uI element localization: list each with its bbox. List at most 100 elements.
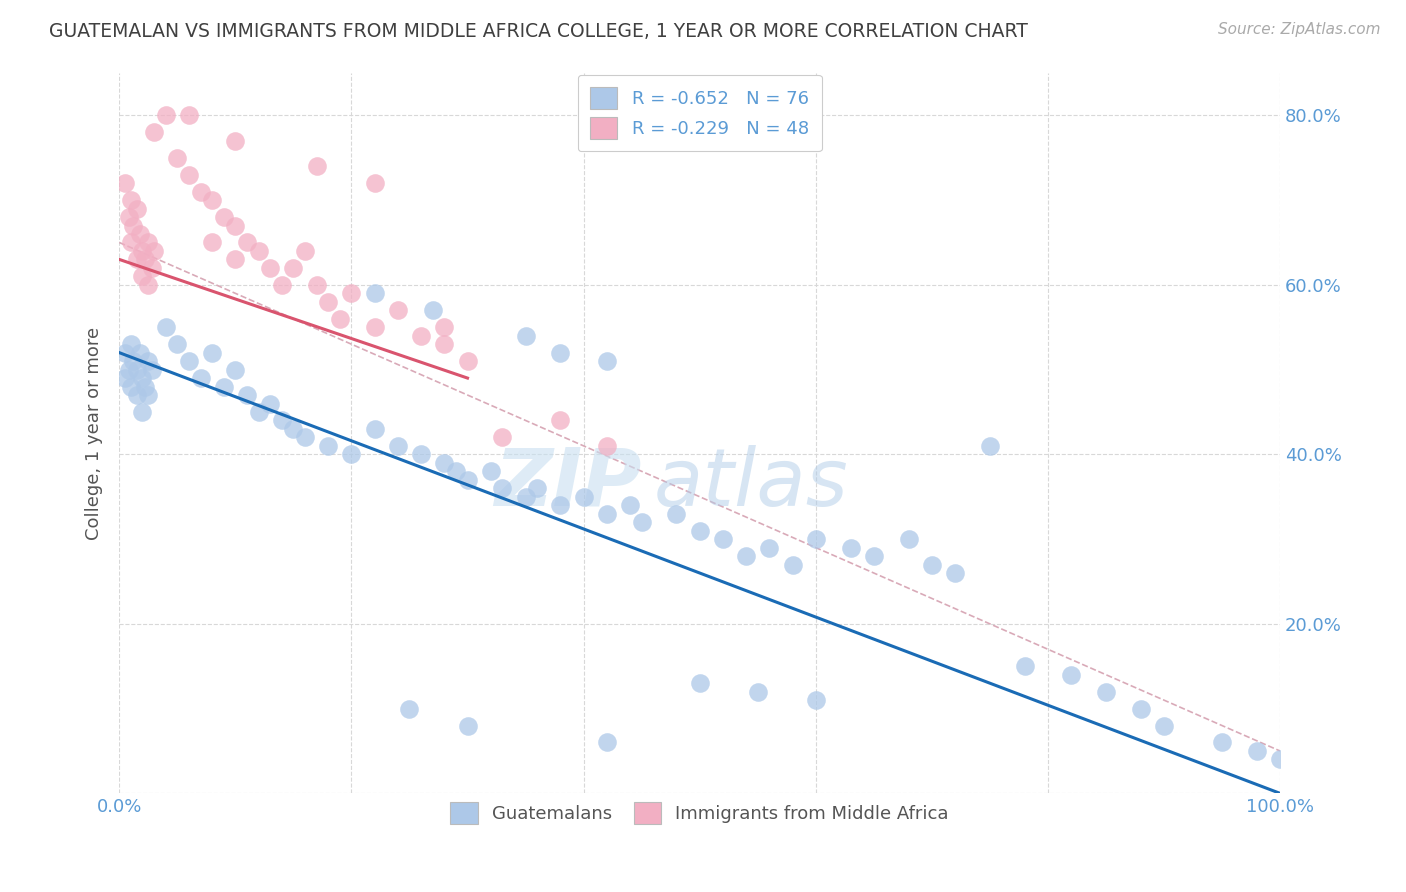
Point [212, 379, 235, 393]
Point [1014, 659, 1036, 673]
Point [259, 260, 281, 275]
Point [422, 303, 444, 318]
Point [862, 549, 884, 563]
Point [839, 541, 862, 555]
Point [747, 684, 769, 698]
Point [117, 210, 139, 224]
Point [387, 303, 409, 318]
Point [259, 396, 281, 410]
Point [711, 532, 734, 546]
Point [190, 371, 212, 385]
Point [166, 151, 188, 165]
Point [190, 185, 212, 199]
Point [125, 362, 148, 376]
Point [433, 337, 456, 351]
Point [457, 718, 479, 732]
Point [1095, 684, 1118, 698]
Point [363, 286, 385, 301]
Point [114, 345, 136, 359]
Point [177, 168, 200, 182]
Point [596, 439, 619, 453]
Point [283, 260, 305, 275]
Point [125, 388, 148, 402]
Point [979, 439, 1001, 453]
Point [782, 558, 804, 572]
Point [409, 447, 432, 461]
Point [596, 735, 619, 749]
Point [387, 439, 409, 453]
Point [689, 676, 711, 690]
Point [316, 294, 339, 309]
Point [270, 277, 292, 292]
Point [363, 422, 385, 436]
Point [136, 235, 159, 250]
Point [131, 371, 153, 385]
Point [340, 447, 363, 461]
Point [398, 701, 420, 715]
Point [665, 507, 688, 521]
Point [1211, 735, 1233, 749]
Point [1268, 752, 1291, 766]
Point [120, 379, 142, 393]
Point [515, 328, 537, 343]
Point [550, 345, 572, 359]
Point [943, 566, 966, 580]
Point [122, 354, 145, 368]
Point [114, 176, 136, 190]
Point [125, 252, 148, 267]
Point [224, 362, 246, 376]
Point [136, 277, 159, 292]
Point [526, 481, 548, 495]
Point [596, 507, 619, 521]
Point [897, 532, 920, 546]
Point [457, 354, 479, 368]
Point [457, 473, 479, 487]
Point [804, 693, 827, 707]
Point [294, 430, 316, 444]
Point [201, 235, 224, 250]
Point [305, 159, 328, 173]
Point [177, 108, 200, 122]
Point [247, 244, 270, 258]
Y-axis label: College, 1 year or more: College, 1 year or more [86, 326, 103, 540]
Point [491, 430, 513, 444]
Point [1060, 667, 1083, 681]
Point [294, 244, 316, 258]
Point [363, 176, 385, 190]
Text: atlas: atlas [654, 444, 848, 523]
Point [136, 388, 159, 402]
Point [1129, 701, 1152, 715]
Point [735, 549, 758, 563]
Point [340, 286, 363, 301]
Point [363, 320, 385, 334]
Point [141, 362, 163, 376]
Point [550, 413, 572, 427]
Point [134, 252, 156, 267]
Point [316, 439, 339, 453]
Point [305, 277, 328, 292]
Point [224, 252, 246, 267]
Point [224, 219, 246, 233]
Point [155, 108, 177, 122]
Point [283, 422, 305, 436]
Point [804, 532, 827, 546]
Point [143, 125, 166, 139]
Point [131, 405, 153, 419]
Point [114, 371, 136, 385]
Point [177, 354, 200, 368]
Point [136, 354, 159, 368]
Point [630, 515, 652, 529]
Point [270, 413, 292, 427]
Point [247, 405, 270, 419]
Point [758, 541, 780, 555]
Point [122, 219, 145, 233]
Point [479, 464, 502, 478]
Point [120, 193, 142, 207]
Point [572, 490, 595, 504]
Point [129, 345, 152, 359]
Point [224, 134, 246, 148]
Text: GUATEMALAN VS IMMIGRANTS FROM MIDDLE AFRICA COLLEGE, 1 YEAR OR MORE CORRELATION : GUATEMALAN VS IMMIGRANTS FROM MIDDLE AFR… [49, 22, 1028, 41]
Point [689, 524, 711, 538]
Point [596, 354, 619, 368]
Point [236, 388, 259, 402]
